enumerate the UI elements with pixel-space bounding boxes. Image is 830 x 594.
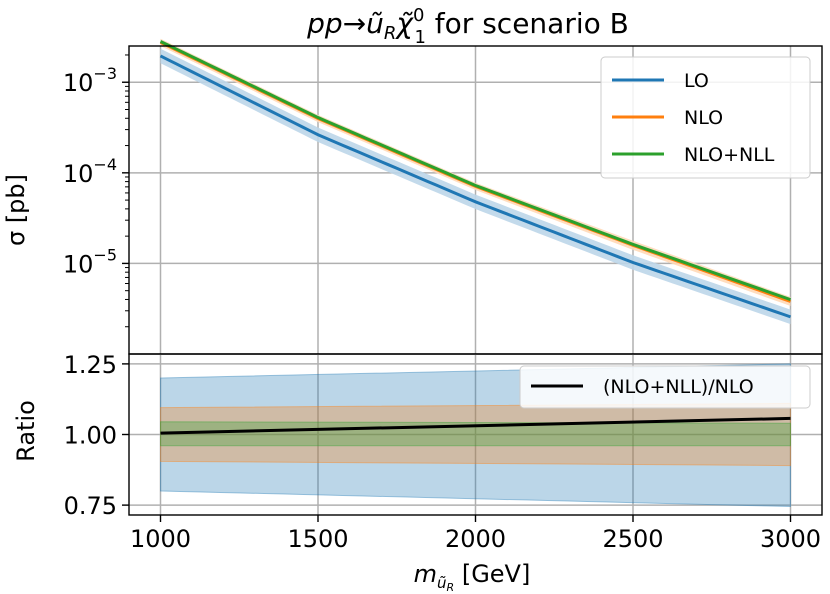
bottom-x-tick-label: 1500 — [287, 525, 348, 553]
top-y-ticks: 10−3 10−4 10−5 — [63, 64, 129, 278]
bottom-y-tick-label: 1.25 — [64, 351, 117, 379]
top-lines — [159, 40, 792, 319]
bottom-y-tick-label: 1.00 — [64, 422, 117, 450]
top-legend: LO NLO NLO+NLL — [600, 56, 811, 179]
top-y-tick-label: 10−5 — [63, 245, 117, 278]
bottom-legend: (NLO+NLL)/NLO — [519, 365, 811, 409]
bottom-x-ticks: 1000 1500 2000 2500 3000 — [130, 515, 821, 553]
bottom-x-tick-label: 3000 — [760, 525, 821, 553]
bottom-panel: 0.751.001.25 1000 1500 2000 2500 3000 Ratio … — [12, 351, 823, 594]
top-line-lo — [159, 54, 791, 319]
bottom-x-tick-label: 2000 — [445, 525, 506, 553]
legend-nlo-label: NLO — [684, 107, 723, 129]
top-line-nlo-nll — [159, 40, 791, 302]
legend-nlo-nll-label: NLO+NLL — [684, 144, 775, 166]
bottom-x-tick-label: 2500 — [602, 525, 663, 553]
bottom-ratio-line — [160, 416, 791, 435]
top-y-tick-label: 10−4 — [63, 155, 117, 188]
top-band-lo — [160, 48, 791, 325]
bottom-bands — [160, 363, 791, 508]
bottom-x-tick-label: 1000 — [130, 525, 191, 553]
chart-title: pp→ũRχ̃0 1 for scenario B — [306, 5, 629, 48]
top-y-axis-label: σ [pb] — [2, 174, 30, 246]
bottom-lines — [160, 416, 791, 435]
bottom-y-tick-label: 0.75 — [64, 492, 117, 520]
bottom-y-ticks: 0.75 1.00 1.25 — [64, 351, 129, 520]
bottom-legend-frame — [519, 365, 811, 409]
bottom-plot-frame — [128, 353, 823, 516]
legend-lo-label: LO — [684, 70, 709, 92]
top-legend-frame — [600, 56, 811, 179]
top-panel: 10−3 10−4 10−5 σ [pb] LO NLO NLO+NLL — [2, 38, 823, 355]
legend-ratio-label: (NLO+NLL)/NLO — [603, 376, 754, 398]
top-y-tick-label: 10−3 — [63, 64, 117, 97]
x-axis-label: mũR [GeV] — [414, 560, 531, 594]
bottom-y-axis-label: Ratio — [12, 400, 40, 462]
bottom-grid — [129, 354, 822, 515]
